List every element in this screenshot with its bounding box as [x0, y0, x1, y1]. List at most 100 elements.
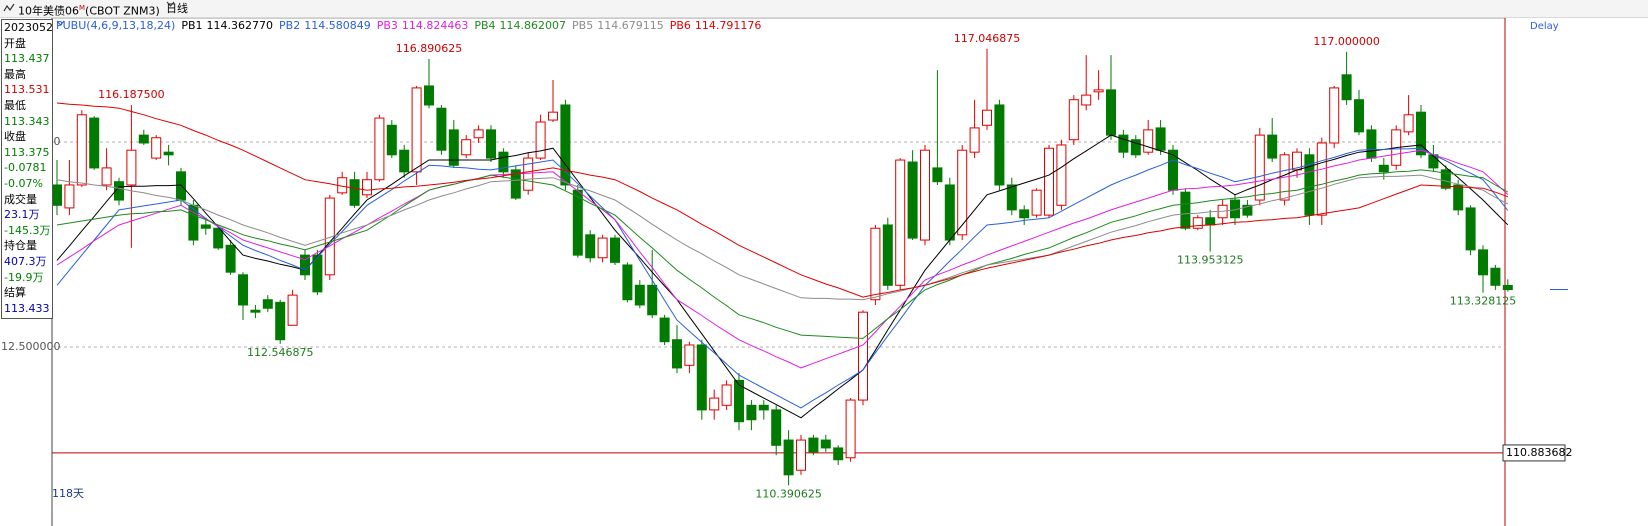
candle-body	[52, 184, 62, 206]
candle-body	[200, 224, 211, 229]
candle-body	[1081, 94, 1092, 106]
candle-body	[1490, 267, 1501, 286]
candle-body	[994, 104, 1005, 186]
candle	[882, 217, 893, 290]
candle	[424, 59, 434, 109]
candle-body	[362, 179, 372, 196]
candle	[585, 230, 596, 263]
ma-line	[56, 169, 1509, 339]
candle	[1180, 188, 1191, 231]
candle-body	[163, 151, 174, 156]
candle	[560, 99, 571, 191]
candle	[709, 389, 720, 420]
candle-body	[610, 237, 620, 263]
candle	[448, 120, 459, 168]
candle	[783, 430, 794, 486]
high-label: 116.187500	[98, 88, 164, 101]
candle-body	[1478, 249, 1488, 276]
candle	[796, 434, 806, 475]
candle-body	[746, 404, 757, 421]
candle	[969, 99, 980, 159]
candle-body	[1465, 207, 1476, 251]
candle	[362, 171, 372, 199]
info-row: -0.0781	[4, 161, 47, 175]
ma-line	[56, 174, 1509, 301]
ma-line	[56, 134, 1509, 419]
candle-body	[944, 184, 955, 241]
candle-body	[1416, 111, 1426, 156]
info-row: -0.07%	[4, 176, 43, 190]
legend-item: PB1 114.362770	[181, 19, 273, 32]
candle-body	[349, 179, 360, 206]
indicator-name[interactable]: PUBU(4,6,9,13,18,24)	[56, 19, 176, 32]
info-row: 113.375	[4, 145, 50, 159]
legend-value: 114.362770	[206, 19, 274, 32]
candle	[1242, 200, 1253, 218]
low-label: 113.953125	[1177, 254, 1243, 267]
candle-body	[76, 114, 87, 186]
candle-body	[1354, 99, 1364, 133]
candle	[138, 129, 149, 145]
candle-body	[262, 299, 273, 309]
candle	[535, 114, 546, 161]
candle-body	[1341, 74, 1352, 101]
candle-body	[126, 149, 137, 186]
candle-body	[287, 294, 298, 326]
legend-name: PB1	[181, 19, 203, 32]
candle	[659, 314, 670, 345]
candle	[1329, 85, 1340, 149]
legend-item: PB4 114.862007	[474, 19, 566, 32]
candle	[721, 380, 732, 410]
candle	[386, 120, 397, 159]
candle-body	[1180, 191, 1191, 229]
legend-item: PB3 114.824463	[377, 19, 469, 32]
candle	[1019, 205, 1030, 225]
candle	[510, 165, 521, 201]
candle-body	[647, 284, 658, 316]
candle	[275, 299, 286, 344]
candle	[52, 160, 62, 216]
legend-value: 114.679115	[597, 19, 664, 32]
candle-body	[498, 151, 509, 173]
instrument-title[interactable]: 10年美债06M(CBOT ZNM3)	[18, 0, 160, 20]
candle-body	[957, 149, 968, 236]
candle-body	[424, 85, 434, 106]
candle-body	[225, 244, 236, 273]
candle-body	[114, 181, 124, 201]
candle-body	[895, 159, 906, 286]
legend-name: PB4	[474, 19, 496, 32]
candle-body	[845, 399, 856, 459]
candle	[932, 70, 943, 185]
candle	[1366, 125, 1377, 163]
candle	[1056, 139, 1067, 210]
candle	[89, 116, 100, 170]
legend-item: PB6 114.791176	[670, 19, 762, 32]
candle	[238, 272, 248, 321]
candle	[1292, 148, 1302, 178]
candle-body	[820, 439, 831, 449]
candle	[1403, 95, 1414, 136]
candle	[1354, 89, 1364, 136]
candle	[920, 144, 930, 246]
instrument-code: (CBOT ZNM3)	[85, 4, 160, 18]
info-row: 成交量	[4, 192, 37, 206]
candle	[250, 304, 261, 319]
candle	[1453, 179, 1464, 216]
candle	[548, 80, 558, 123]
period-selector[interactable]: 日线	[166, 0, 188, 17]
legend-value: 114.580849	[304, 19, 371, 32]
candle-body	[696, 344, 707, 411]
info-row: 407.3万	[4, 254, 47, 268]
candle-body	[312, 254, 323, 293]
candle-body	[1106, 89, 1116, 136]
candle-body	[858, 311, 868, 401]
candle	[151, 135, 162, 161]
candle-body	[399, 149, 410, 173]
candle-body	[597, 237, 608, 259]
candle-body	[535, 121, 546, 159]
candle	[758, 400, 769, 420]
candle	[1044, 144, 1054, 218]
candle	[101, 148, 112, 191]
low-label: 110.390625	[755, 487, 821, 500]
candle	[64, 160, 75, 216]
